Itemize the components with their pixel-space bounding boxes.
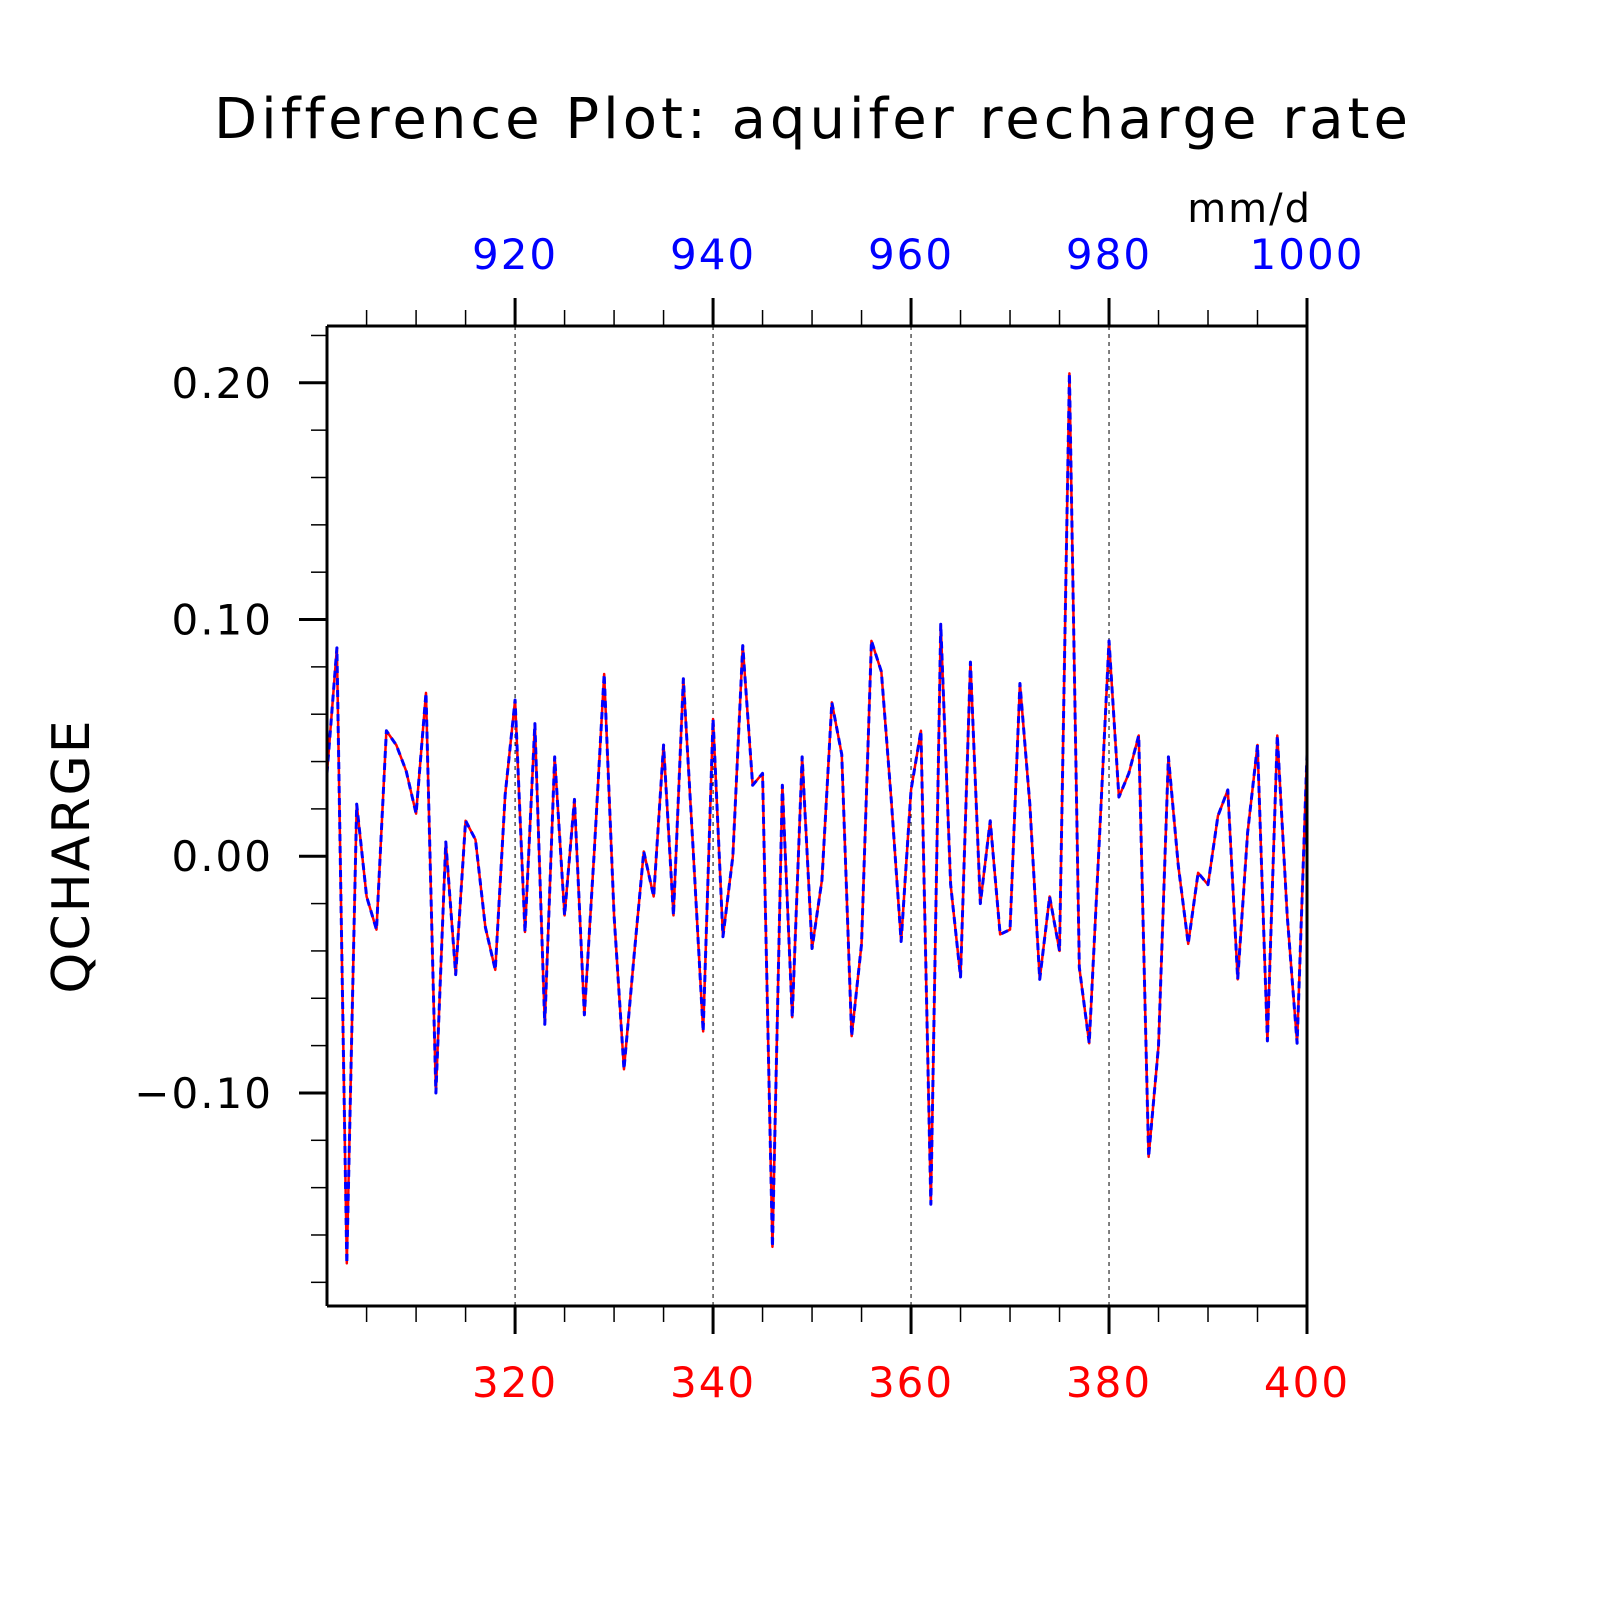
x-top-tick-label: 980 — [1066, 230, 1152, 279]
y-tick-label: −0.10 — [134, 1069, 273, 1118]
x-top-tick-label: 960 — [868, 230, 954, 279]
y-axis-label: QCHARGE — [42, 718, 102, 993]
axis-layer — [299, 298, 1309, 1334]
label-layer: 320 340 360 380 400 920 940 960 980 1000 −0.10 0.00… — [134, 230, 1365, 1407]
y-tick-label: 0.00 — [171, 832, 273, 881]
chart-title: Difference Plot: aquifer recharge rate — [214, 87, 1412, 152]
x-top-tick-label: 920 — [472, 230, 558, 279]
x-top-tick-label: 1000 — [1250, 230, 1365, 279]
x-bottom-tick-label: 360 — [868, 1358, 954, 1407]
x-bottom-tick-label: 340 — [670, 1358, 756, 1407]
x-bottom-tick-label: 380 — [1066, 1358, 1152, 1407]
x-bottom-tick-label: 320 — [472, 1358, 558, 1407]
grid-layer — [514, 326, 1110, 1306]
x-top-tick-label: 940 — [670, 230, 756, 279]
series-layer — [325, 371, 1309, 1265]
y-tick-label: 0.20 — [171, 359, 273, 408]
x-bottom-tick-label: 400 — [1264, 1358, 1350, 1407]
y-tick-label: 0.10 — [171, 596, 273, 645]
series-line-2 — [325, 371, 1309, 1265]
units-label: mm/d — [1187, 186, 1312, 232]
